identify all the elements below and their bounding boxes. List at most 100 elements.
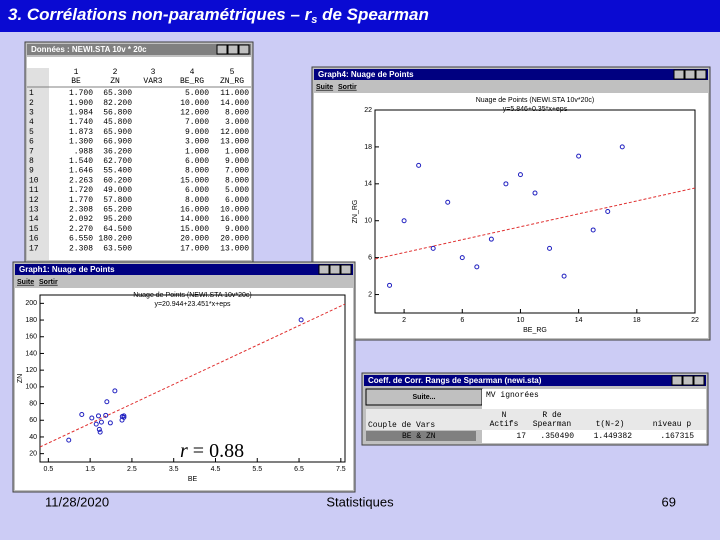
window-close-button[interactable] bbox=[238, 44, 250, 55]
menu-item[interactable]: Suite bbox=[17, 279, 34, 286]
cell: 55.400 bbox=[103, 167, 132, 176]
window-min-button[interactable] bbox=[216, 44, 228, 55]
column-number: 2 bbox=[113, 68, 118, 77]
cell: 65.300 bbox=[103, 89, 132, 98]
column-header: niveau p bbox=[653, 420, 692, 429]
y-axis-label: ZN bbox=[17, 374, 24, 383]
menu-item[interactable]: Sortir bbox=[39, 279, 58, 286]
plot-area bbox=[374, 109, 696, 314]
row-number: 5 bbox=[29, 128, 34, 137]
point bbox=[66, 437, 72, 443]
y-tick-label: 100 bbox=[25, 384, 37, 391]
cell: 9.000 bbox=[225, 225, 249, 234]
cell: 1.873 bbox=[69, 128, 93, 137]
window-title: Graph1: Nuage de Points bbox=[19, 265, 115, 274]
cell: 7.000 bbox=[225, 167, 249, 176]
y-tick-label: 80 bbox=[29, 400, 37, 407]
window-max-button[interactable] bbox=[682, 375, 694, 386]
row-number: 9 bbox=[29, 167, 34, 176]
cell: 2.308 bbox=[69, 244, 93, 253]
cell: 2.263 bbox=[69, 176, 93, 185]
point bbox=[98, 419, 104, 425]
x-tick-label: 2 bbox=[402, 317, 406, 324]
slide-title: 3. Corrélations non-paramétriques – rs d… bbox=[8, 5, 429, 25]
y-tick-label: 18 bbox=[364, 144, 372, 151]
cell: 16.000 bbox=[220, 215, 249, 224]
menu-item[interactable]: Suite bbox=[316, 84, 333, 91]
cell: 2.092 bbox=[69, 215, 93, 224]
cell: 2.270 bbox=[69, 225, 93, 234]
cell: 3.000 bbox=[185, 138, 209, 147]
annotation-symbol: r bbox=[180, 440, 188, 462]
y-tick-label: 14 bbox=[364, 181, 372, 188]
point bbox=[104, 399, 110, 405]
window-min-button[interactable] bbox=[318, 264, 330, 275]
window-max-button[interactable] bbox=[684, 69, 696, 80]
column-number: 3 bbox=[151, 68, 156, 77]
point bbox=[112, 388, 118, 394]
equation: y=5.846+0.35*x+eps bbox=[503, 106, 568, 113]
row-number: 6 bbox=[29, 138, 34, 147]
row-number: 4 bbox=[29, 118, 34, 127]
menu-item[interactable]: Sortir bbox=[338, 84, 357, 91]
window: Données : NEWI.STA 10v * 20c1BE2ZN3VAR34… bbox=[24, 41, 254, 263]
y-tick-label: 20 bbox=[29, 450, 37, 457]
plot-title: Nuage de Points (NEWI.STA 10v*20c) bbox=[476, 97, 595, 104]
window-close-button[interactable] bbox=[695, 69, 707, 80]
cell: 49.000 bbox=[103, 186, 132, 195]
window-max-button[interactable] bbox=[329, 264, 341, 275]
point bbox=[107, 420, 113, 426]
x-tick-label: 14 bbox=[575, 317, 583, 324]
window-close-button[interactable] bbox=[340, 264, 352, 275]
cell: 8.000 bbox=[225, 109, 249, 118]
column-number: 4 bbox=[190, 68, 195, 77]
cell: 1.984 bbox=[69, 109, 93, 118]
x-tick-label: 5.5 bbox=[252, 466, 262, 473]
title-bar bbox=[0, 0, 720, 32]
point bbox=[416, 162, 422, 168]
cell: 1.646 bbox=[69, 167, 93, 176]
point bbox=[503, 181, 509, 187]
page-number: 69 bbox=[662, 494, 676, 509]
window-close-button[interactable] bbox=[693, 375, 705, 386]
point bbox=[96, 426, 102, 432]
cell: 20.000 bbox=[180, 235, 209, 244]
point bbox=[430, 245, 436, 251]
y-axis-label: ZN_RG bbox=[352, 200, 359, 224]
cell: 7.000 bbox=[185, 118, 209, 127]
equation: y=20.944+23.451*x+eps bbox=[154, 301, 231, 308]
cell: 12.000 bbox=[220, 128, 249, 137]
cell: 56.800 bbox=[103, 109, 132, 118]
cell: 2.308 bbox=[69, 206, 93, 215]
cell: 10.000 bbox=[180, 99, 209, 108]
window-min-button[interactable] bbox=[673, 69, 685, 80]
annotation: r = 0.88 bbox=[180, 440, 244, 462]
cell: 1.540 bbox=[69, 157, 93, 166]
cell: 1.770 bbox=[69, 196, 93, 205]
window-title: Coeff. de Corr. Rangs de Spearman (newi.… bbox=[368, 376, 542, 385]
y-tick-label: 120 bbox=[25, 367, 37, 374]
cell: 1.740 bbox=[69, 118, 93, 127]
x-tick-label: 4.5 bbox=[211, 466, 221, 473]
column-header: Spearman bbox=[533, 420, 572, 429]
x-tick-label: 6.5 bbox=[294, 466, 304, 473]
row-number: 1 bbox=[29, 89, 34, 98]
button-label[interactable]: Suite... bbox=[413, 394, 436, 401]
cell: 1.000 bbox=[225, 147, 249, 156]
cell: 16.000 bbox=[180, 206, 209, 215]
cell: 12.000 bbox=[180, 109, 209, 118]
window-min-button[interactable] bbox=[671, 375, 683, 386]
cell: 64.500 bbox=[103, 225, 132, 234]
cell: 65.900 bbox=[103, 128, 132, 137]
x-tick-label: 1.5 bbox=[85, 466, 95, 473]
cell: 45.800 bbox=[103, 118, 132, 127]
x-tick-label: 3.5 bbox=[169, 466, 179, 473]
regression-line bbox=[40, 303, 345, 448]
x-axis-label: BE bbox=[188, 476, 198, 483]
window-title: Données : NEWI.STA 10v * 20c bbox=[31, 45, 147, 54]
cell: 36.200 bbox=[103, 147, 132, 156]
column-header: R de bbox=[542, 411, 561, 420]
window-max-button[interactable] bbox=[227, 44, 239, 55]
